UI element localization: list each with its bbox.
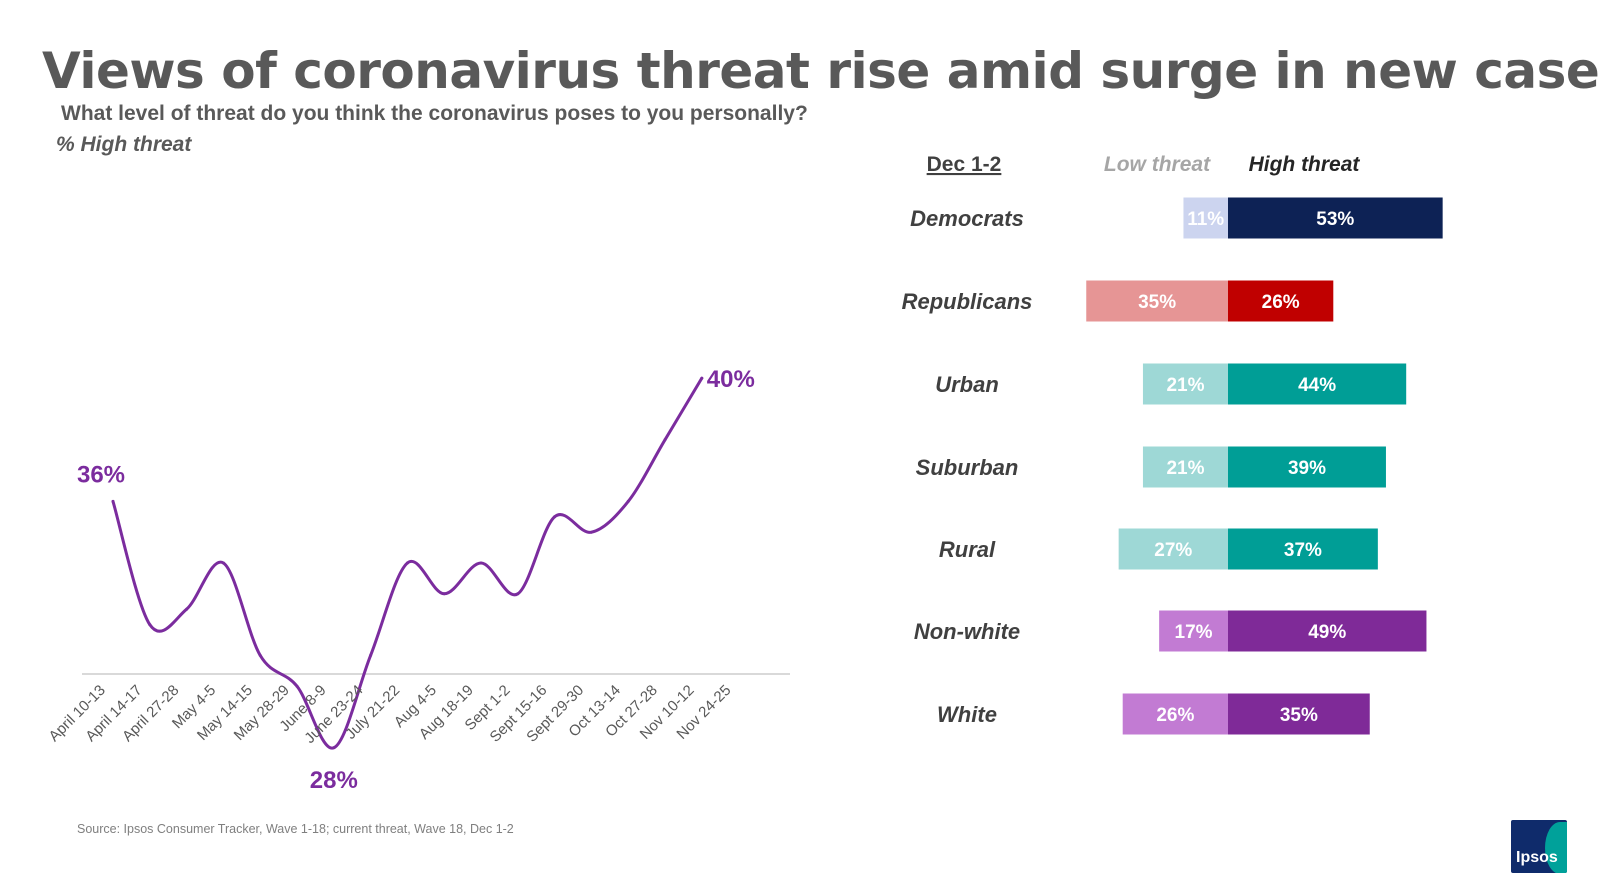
data-point-5 [295,684,299,688]
high-threat-bar [1228,197,1443,239]
high-threat-bar [1228,528,1378,570]
data-point-8 [405,561,409,565]
high-threat-value-label: 49% [1308,622,1346,643]
low-threat-value-label: 21% [1166,458,1204,479]
data-point-0 [111,499,115,503]
low-threat-bar [1142,363,1228,405]
category-label: Rural [939,537,996,562]
high-threat-value-label: 39% [1288,458,1326,479]
data-label-0: 36% [77,461,125,488]
bar-chart: Dec 1-2 Low threat High threat Democrats… [902,153,1443,735]
ipsos-logo: Ipsos [1511,820,1567,873]
category-label: Urban [935,372,999,397]
data-point-10 [479,561,483,565]
low-threat-bar [1142,446,1228,488]
low-threat-bar [1118,528,1228,570]
high-threat-value-label: 37% [1284,540,1322,561]
low-threat-bar [1086,280,1228,322]
measure-note: % High threat [56,133,192,156]
high-threat-bar [1228,446,1386,488]
data-point-1 [148,623,152,627]
category-label: Republicans [902,289,1033,314]
bar-chart-header: Dec 1-2 [927,153,1002,176]
logo-swoosh-icon [1545,822,1567,873]
low-threat-value-label: 21% [1166,375,1204,396]
high-threat-bar [1228,363,1407,405]
high-threat-bar [1228,610,1427,652]
legend-low-threat: Low threat [1104,153,1211,176]
low-threat-bar [1159,610,1228,652]
category-label: Non-white [914,619,1020,644]
high-threat-value-label: 53% [1316,209,1354,230]
category-label: Democrats [910,206,1024,231]
data-label-16: 40% [707,366,755,393]
category-label: White [937,702,997,727]
chart-title: Views of coronavirus threat rise amid su… [42,42,1600,100]
legend-high-threat: High threat [1249,153,1361,176]
source-note: Source: Ipsos Consumer Tracker, Wave 1-1… [77,822,514,836]
high-threat-value-label: 26% [1262,292,1300,313]
high-threat-series-line [111,376,704,750]
data-point-9 [442,592,446,596]
data-point-11 [516,592,520,596]
data-point-15 [663,438,667,442]
low-threat-value-label: 11% [1187,209,1224,230]
low-threat-value-label: 27% [1154,540,1192,561]
high-threat-value-label: 35% [1280,705,1318,726]
category-label: Suburban [916,455,1019,480]
data-point-6 [332,746,336,750]
high-threat-bar [1228,693,1370,735]
low-threat-bar [1122,693,1228,735]
data-point-16 [700,376,704,380]
low-threat-bar [1183,197,1228,239]
data-label-6: 28% [310,767,358,794]
data-point-7 [369,653,373,657]
data-point-13 [589,530,593,534]
data-point-12 [553,515,557,519]
low-threat-value-label: 35% [1138,292,1176,313]
data-point-4 [258,653,262,657]
data-point-14 [626,499,630,503]
data-point-3 [221,561,225,565]
high-threat-value-label: 44% [1298,375,1336,396]
high-threat-bar [1228,280,1334,322]
low-threat-value-label: 17% [1175,622,1213,643]
data-point-2 [185,607,189,611]
chart-subtitle: What level of threat do you think the co… [61,102,808,125]
logo-text: Ipsos [1516,849,1558,866]
low-threat-value-label: 26% [1156,705,1194,726]
